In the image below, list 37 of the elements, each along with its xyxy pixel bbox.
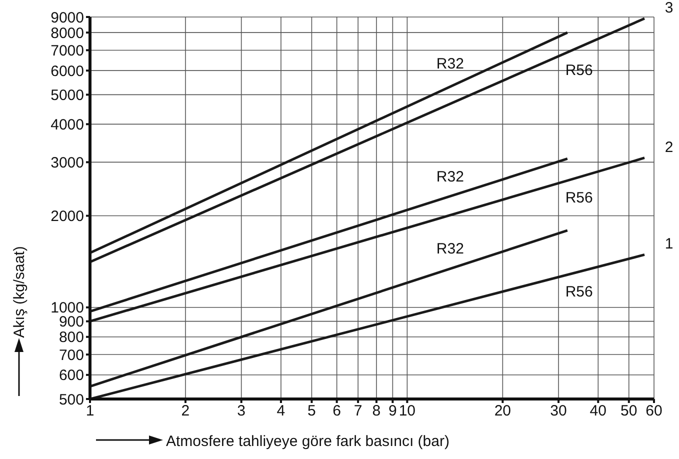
text: 3	[664, 0, 674, 16]
y-tick-label: 8000	[50, 24, 84, 42]
y-tick-label: 9000	[50, 9, 84, 26]
y-tick-label: 6000	[50, 62, 84, 80]
text: 1	[664, 236, 674, 253]
series-label: R56	[565, 189, 593, 206]
y-tick-label: 500	[58, 391, 84, 408]
y-tick-label: 2000	[50, 208, 84, 226]
series-label: R32	[436, 168, 464, 186]
series-label: R32	[436, 56, 464, 73]
series-label: R32	[436, 240, 464, 258]
x-tick-label: 4	[276, 402, 286, 420]
x-axis-title: Atmosfere tahliyeye göre fark basıncı (bar)	[166, 433, 450, 450]
x-tick-label: 50	[620, 402, 638, 420]
x-tick-label: 2	[181, 402, 190, 420]
x-tick-label: 20	[494, 402, 512, 420]
x-tick-label: 60	[646, 402, 662, 420]
x-tick-label: 9	[388, 402, 397, 420]
x-tick-label: 5	[308, 402, 316, 420]
y-tick-label: 700	[58, 346, 84, 364]
x-tick-label: 3	[237, 402, 246, 420]
x-tick-label: 8	[372, 402, 381, 420]
x-tick-label: 40	[590, 402, 606, 420]
y-tick-label: 800	[58, 329, 84, 346]
x-tick-label: 10	[398, 402, 416, 420]
series-label: R56	[565, 283, 593, 300]
y-axis-title: Akış (kg/saat)	[11, 246, 28, 338]
y-tick-label: 5000	[50, 87, 84, 104]
x-tick-label: 1	[86, 402, 94, 420]
x-tick-label: 6	[332, 402, 341, 420]
y-tick-label: 600	[58, 367, 84, 384]
y-tick-label: 3000	[50, 154, 84, 172]
y-tick-label: 7000	[50, 42, 84, 60]
x-tick-label: 7	[354, 402, 362, 420]
x-tick-label: 30	[550, 402, 567, 420]
text: 2	[664, 138, 674, 156]
y-tick-label: 4000	[50, 116, 84, 134]
